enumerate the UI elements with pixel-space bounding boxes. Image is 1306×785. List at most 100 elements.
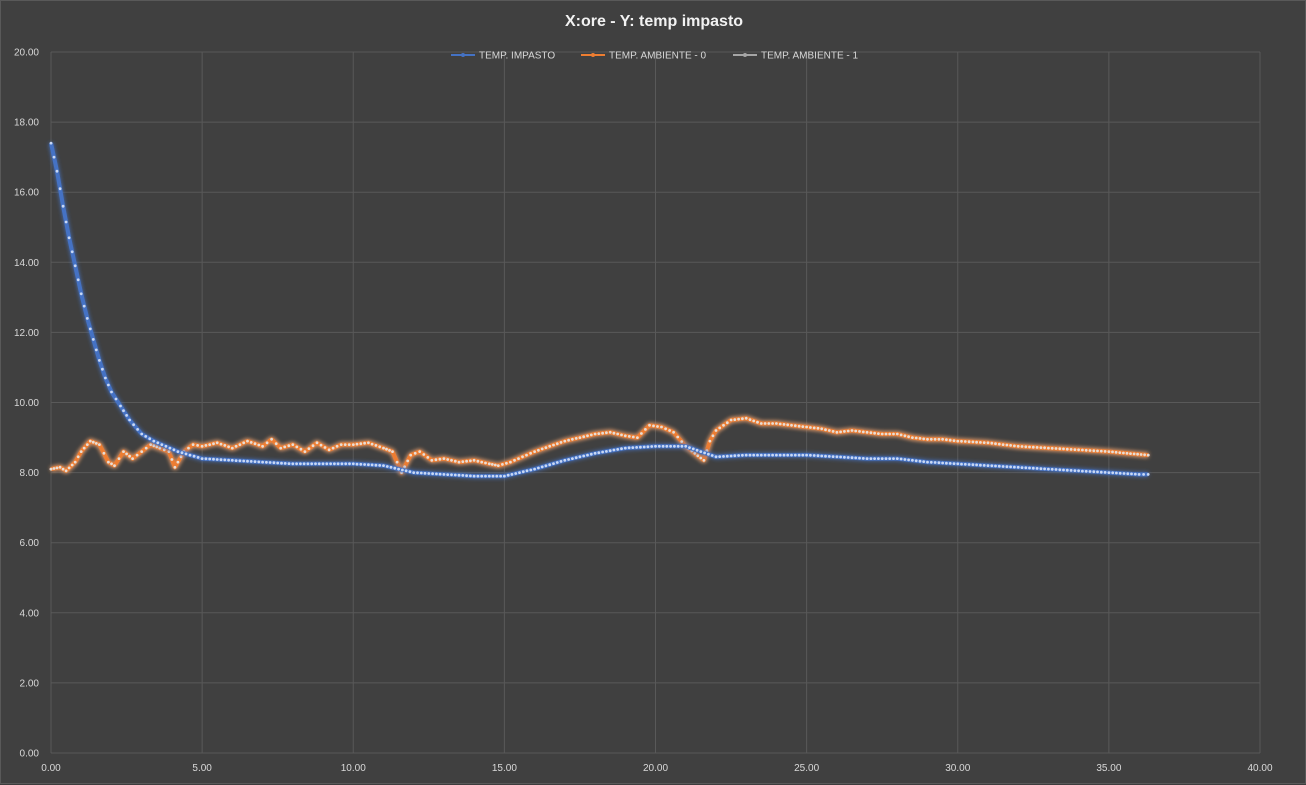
data-point (926, 460, 929, 464)
data-point (79, 292, 83, 296)
data-point (986, 464, 990, 467)
data-point (775, 422, 778, 425)
data-point (340, 462, 344, 466)
data-point (521, 470, 525, 474)
data-point (668, 429, 671, 432)
data-point (812, 454, 816, 457)
data-point (627, 435, 631, 438)
data-point (501, 463, 504, 466)
data-point (393, 466, 397, 470)
x-tick-label: 30.00 (945, 763, 970, 774)
data-point (699, 456, 703, 460)
data-point (809, 426, 812, 429)
data-point (945, 461, 948, 465)
data-point (343, 443, 347, 446)
data-point (801, 453, 805, 457)
data-point (280, 461, 283, 465)
data-point (261, 460, 264, 464)
data-point (948, 462, 952, 465)
data-point (903, 458, 907, 461)
data-point (574, 437, 578, 440)
y-tick-label: 20.00 (14, 48, 39, 59)
data-point (929, 460, 933, 464)
data-point (430, 458, 434, 462)
data-point (131, 457, 135, 460)
data-point (593, 432, 597, 436)
data-point (91, 440, 95, 444)
data-point (979, 441, 982, 444)
data-point (191, 443, 195, 446)
data-point (790, 423, 793, 427)
data-point (937, 461, 941, 465)
data-point (824, 454, 827, 458)
data-point (58, 187, 62, 191)
data-point (238, 459, 242, 463)
data-point (73, 460, 77, 464)
data-point (401, 468, 404, 472)
data-point (168, 446, 172, 450)
data-point (979, 463, 982, 467)
data-point (391, 450, 394, 453)
data-point (839, 430, 842, 434)
data-point (1009, 444, 1012, 447)
data-point (58, 465, 62, 469)
data-point (1111, 471, 1115, 475)
data-point (631, 446, 635, 449)
series-group (49, 141, 1150, 479)
data-point (505, 461, 508, 465)
data-point (597, 451, 601, 455)
data-point (434, 458, 438, 462)
data-point (176, 450, 180, 453)
data-point (406, 459, 410, 463)
data-point (1062, 468, 1065, 472)
data-point (593, 451, 597, 455)
legend-item[interactable]: TEMP. IMPASTO (451, 51, 555, 62)
data-point (450, 473, 453, 477)
data-point (1069, 448, 1073, 451)
data-point (1088, 470, 1092, 473)
data-point (752, 419, 756, 423)
data-point (725, 454, 729, 458)
data-point (416, 471, 419, 475)
data-point (419, 471, 423, 475)
legend[interactable]: TEMP. IMPASTO TEMP. AMBIENTE - 0 TEMP. AMB… (451, 51, 858, 62)
x-tick-label: 35.00 (1096, 763, 1121, 774)
data-point (907, 435, 910, 439)
data-point (274, 442, 278, 446)
data-point (636, 436, 639, 439)
data-point (563, 439, 567, 443)
data-point (997, 442, 1001, 446)
data-point (843, 430, 846, 433)
data-point (1142, 473, 1145, 476)
data-point (835, 430, 839, 434)
legend-item[interactable]: TEMP. AMBIENTE - 0 (581, 51, 706, 62)
data-point (496, 464, 500, 467)
data-point (1126, 472, 1130, 476)
data-point (702, 458, 706, 462)
data-point (997, 464, 1001, 468)
data-point (1013, 444, 1016, 448)
data-point (144, 446, 148, 450)
data-point (914, 436, 918, 440)
axis-labels: 0.00 2.00 4.00 6.00 8.00 10.00 12.00 14.00 16.00… (14, 48, 1273, 775)
data-point (268, 461, 272, 464)
legend-item[interactable]: TEMP. AMBIENTE - 1 (733, 51, 858, 62)
data-point (605, 450, 608, 453)
data-point (1103, 450, 1107, 453)
data-point (971, 463, 975, 467)
y-tick-label: 16.00 (14, 188, 39, 199)
data-point (574, 456, 578, 460)
data-point (652, 424, 655, 428)
data-point (1024, 466, 1028, 470)
data-point (922, 460, 926, 463)
data-point (128, 418, 131, 422)
data-point (101, 367, 104, 371)
data-point (589, 452, 593, 456)
data-point (805, 425, 808, 429)
data-point (708, 439, 712, 443)
y-tick-label: 18.00 (14, 118, 39, 129)
data-point (490, 463, 494, 466)
data-point (1065, 447, 1069, 451)
legend-label: TEMP. IMPASTO (479, 51, 555, 62)
data-point (457, 460, 461, 464)
